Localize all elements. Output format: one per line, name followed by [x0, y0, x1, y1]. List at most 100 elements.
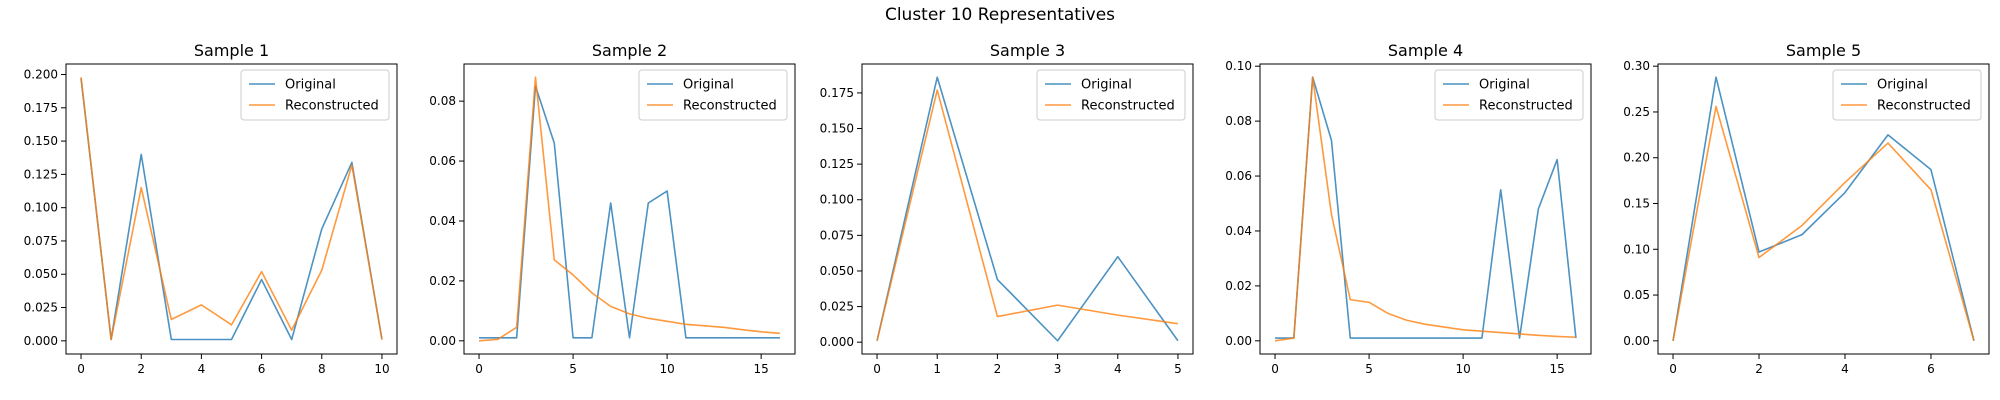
x-tick-label: 10 [1455, 362, 1470, 376]
subplot-title: Sample 4 [1388, 41, 1463, 60]
x-tick-label: 4 [198, 362, 206, 376]
y-tick-label: 0.125 [820, 157, 854, 171]
legend-box [1036, 69, 1186, 121]
x-tick-label: 0 [77, 362, 85, 376]
y-tick-label: 0.075 [24, 234, 58, 248]
legend-label: Original [285, 78, 336, 93]
y-tick-label: 0.08 [1225, 114, 1252, 128]
x-tick-label: 10 [659, 362, 674, 376]
y-tick-label: 0.025 [820, 300, 854, 314]
y-tick-label: 0.08 [429, 94, 456, 108]
y-tick-label: 0.000 [24, 334, 58, 348]
series-line-reconstructed [1672, 105, 1975, 342]
y-tick-label: 0.175 [24, 101, 58, 115]
y-tick-label: 0.10 [1225, 59, 1252, 73]
axes-frame [1259, 63, 1592, 355]
x-tick-label: 15 [1550, 362, 1565, 376]
y-tick-label: 0.04 [429, 214, 456, 228]
subplot-title: Sample 1 [194, 41, 269, 60]
legend-label: Original [1479, 78, 1530, 93]
x-tick-label: 6 [258, 362, 266, 376]
y-tick-label: 0.06 [1225, 169, 1252, 183]
y-tick-label: 0.200 [24, 68, 58, 82]
legend-box [1434, 69, 1584, 121]
y-tick-label: 0.20 [1623, 151, 1650, 165]
y-tick-label: 0.02 [1225, 279, 1252, 293]
y-tick-label: 0.04 [1225, 224, 1252, 238]
y-tick-label: 0.150 [24, 134, 58, 148]
subplot-3: Sample 3 0 1 2 3 4 5 0.000 0.025 0.050 0.075 0.100 0… [820, 41, 1194, 376]
x-tick-label: 2 [137, 362, 145, 376]
legend: Original Reconstructed [1434, 69, 1584, 121]
axes-frame [1657, 63, 1990, 355]
subplots: Sample 10 2 4 6 8 100.0000.0250.0500.0750.100… [24, 41, 1990, 376]
y-tick-label: 0.10 [1623, 242, 1650, 256]
series-line-original [479, 85, 780, 339]
y-tick-label: 0.025 [24, 301, 58, 315]
series-line-reconstructed [80, 77, 383, 341]
legend-label: Reconstructed [1479, 99, 1573, 114]
series-line-reconstructed [876, 89, 1179, 341]
subplot-5: Sample 5 0 2 4 6 0.00 0.05 0.10 0.15 0.20 0.25 0.30… [1623, 41, 1990, 376]
y-tick-label: 0.075 [820, 228, 854, 242]
figure-title: Cluster 10 Representatives [885, 5, 1115, 25]
series-line-reconstructed [478, 76, 781, 342]
legend-label: Original [1877, 78, 1928, 93]
subplot-2: Sample 2 0 5 10 15 0.00 0.02 0.04 0.06 0.08 Origin… [429, 41, 796, 376]
series-line-original [1672, 76, 1975, 342]
x-tick-label: 0 [873, 362, 881, 376]
y-tick-label: 0.15 [1623, 197, 1650, 211]
y-tick-label: 0.100 [24, 201, 58, 215]
x-tick-label: 1 [933, 362, 941, 376]
legend-box [638, 69, 788, 121]
x-tick-label: 10 [374, 362, 389, 376]
y-tick-label: 0.00 [429, 334, 456, 348]
legend-box [1832, 69, 1982, 121]
x-tick-label: 4 [1114, 362, 1122, 376]
legend-label: Reconstructed [683, 99, 777, 114]
y-tick-label: 0.150 [820, 122, 854, 136]
series-line-reconstructed [1274, 76, 1576, 342]
y-tick-label: 0.05 [1623, 288, 1650, 302]
y-tick-label: 0.125 [24, 167, 58, 181]
y-tick-label: 0.02 [429, 274, 456, 288]
axes-frame [463, 63, 796, 355]
x-tick-label: 6 [1927, 362, 1935, 376]
axes-frame [65, 63, 398, 355]
series-line-original [1275, 76, 1577, 339]
x-tick-label: 15 [754, 362, 769, 376]
y-tick-label: 0.25 [1623, 105, 1650, 119]
x-tick-label: 4 [1841, 362, 1849, 376]
legend-label: Original [1081, 78, 1132, 93]
x-tick-label: 0 [475, 362, 483, 376]
x-tick-label: 8 [318, 362, 326, 376]
y-tick-label: 0.00 [1623, 334, 1650, 348]
x-tick-label: 0 [1669, 362, 1677, 376]
subplot-title: Sample 3 [990, 41, 1065, 60]
x-tick-label: 5 [569, 362, 577, 376]
subplot-title: Sample 2 [592, 41, 667, 60]
subplot-title: Sample 5 [1786, 41, 1861, 60]
legend: Original Reconstructed [240, 69, 390, 121]
y-tick-label: 0.050 [820, 264, 854, 278]
y-tick-label: 0.100 [820, 193, 854, 207]
series-line-original [80, 78, 383, 341]
legend: Original Reconstructed [1832, 69, 1982, 121]
y-tick-label: 0.30 [1623, 59, 1650, 73]
axes-frame [861, 63, 1194, 355]
y-tick-label: 0.00 [1225, 334, 1252, 348]
legend-label: Reconstructed [1081, 99, 1175, 114]
legend: Original Reconstructed [1036, 69, 1186, 121]
legend-box [240, 69, 390, 121]
x-tick-label: 0 [1271, 362, 1279, 376]
legend: Original Reconstructed [638, 69, 788, 121]
x-tick-label: 2 [1755, 362, 1763, 376]
x-tick-label: 2 [994, 362, 1002, 376]
x-tick-label: 3 [1054, 362, 1062, 376]
y-tick-label: 0.050 [24, 267, 58, 281]
y-tick-label: 0.175 [820, 86, 854, 100]
legend-label: Reconstructed [285, 99, 379, 114]
x-tick-label: 5 [1174, 362, 1182, 376]
legend-label: Reconstructed [1877, 99, 1971, 114]
